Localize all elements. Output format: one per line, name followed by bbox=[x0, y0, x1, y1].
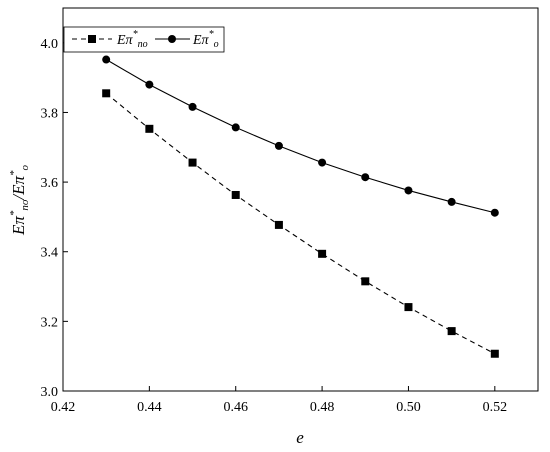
data-point-series-0 bbox=[231, 190, 240, 199]
series-line-1 bbox=[105, 59, 495, 214]
x-tick-label: 0.48 bbox=[310, 400, 335, 415]
data-point-series-0 bbox=[447, 327, 456, 336]
plot-frame bbox=[62, 7, 539, 392]
y-tick-label: 3.6 bbox=[41, 176, 59, 191]
x-tick-label: 0.42 bbox=[51, 400, 76, 415]
series-layer bbox=[102, 55, 499, 358]
y-tick-label: 4.0 bbox=[41, 37, 59, 52]
legend: Eπ*no Eπ*o bbox=[63, 26, 225, 53]
data-point-series-0 bbox=[102, 89, 111, 98]
legend-label-o: Eπ*o bbox=[192, 29, 219, 50]
data-point-series-1 bbox=[404, 186, 413, 195]
y-tick-label: 3.0 bbox=[41, 385, 59, 400]
x-axis: 0.42 0.44 0.46 0.48 0.50 0.52 bbox=[51, 386, 507, 415]
y-axis-title: Eπ*no/Eπ*o bbox=[8, 164, 31, 236]
y-tick-label: 3.4 bbox=[41, 246, 59, 261]
legend-marker-circle bbox=[168, 35, 176, 43]
x-tick-label: 0.46 bbox=[223, 400, 248, 415]
data-point-series-0 bbox=[318, 249, 327, 258]
data-point-series-1 bbox=[361, 173, 370, 182]
data-point-series-0 bbox=[145, 124, 154, 133]
series-line-0 bbox=[105, 92, 496, 355]
x-tick-label: 0.50 bbox=[396, 400, 421, 415]
data-point-series-0 bbox=[490, 349, 499, 358]
x-tick-label: 0.44 bbox=[137, 400, 162, 415]
data-point-series-1 bbox=[318, 158, 327, 167]
data-point-series-0 bbox=[404, 303, 413, 312]
legend-marker-square bbox=[88, 35, 96, 43]
data-point-series-0 bbox=[361, 277, 370, 286]
data-point-series-1 bbox=[490, 208, 499, 217]
y-axis: 3.0 3.2 3.4 3.6 3.8 4.0 bbox=[41, 37, 68, 400]
x-axis-title: e bbox=[296, 428, 304, 447]
data-point-series-1 bbox=[188, 102, 197, 111]
legend-label-no: Eπ*no bbox=[116, 29, 148, 50]
y-tick-label: 3.2 bbox=[41, 315, 59, 330]
y-tick-label: 3.8 bbox=[41, 106, 59, 121]
data-point-series-1 bbox=[102, 55, 111, 64]
data-point-series-1 bbox=[145, 80, 154, 89]
data-point-series-0 bbox=[188, 158, 197, 167]
data-point-series-0 bbox=[274, 220, 283, 229]
data-point-series-1 bbox=[274, 141, 283, 150]
data-point-series-1 bbox=[447, 197, 456, 206]
data-point-series-1 bbox=[231, 123, 240, 132]
x-tick-label: 0.52 bbox=[483, 400, 508, 415]
